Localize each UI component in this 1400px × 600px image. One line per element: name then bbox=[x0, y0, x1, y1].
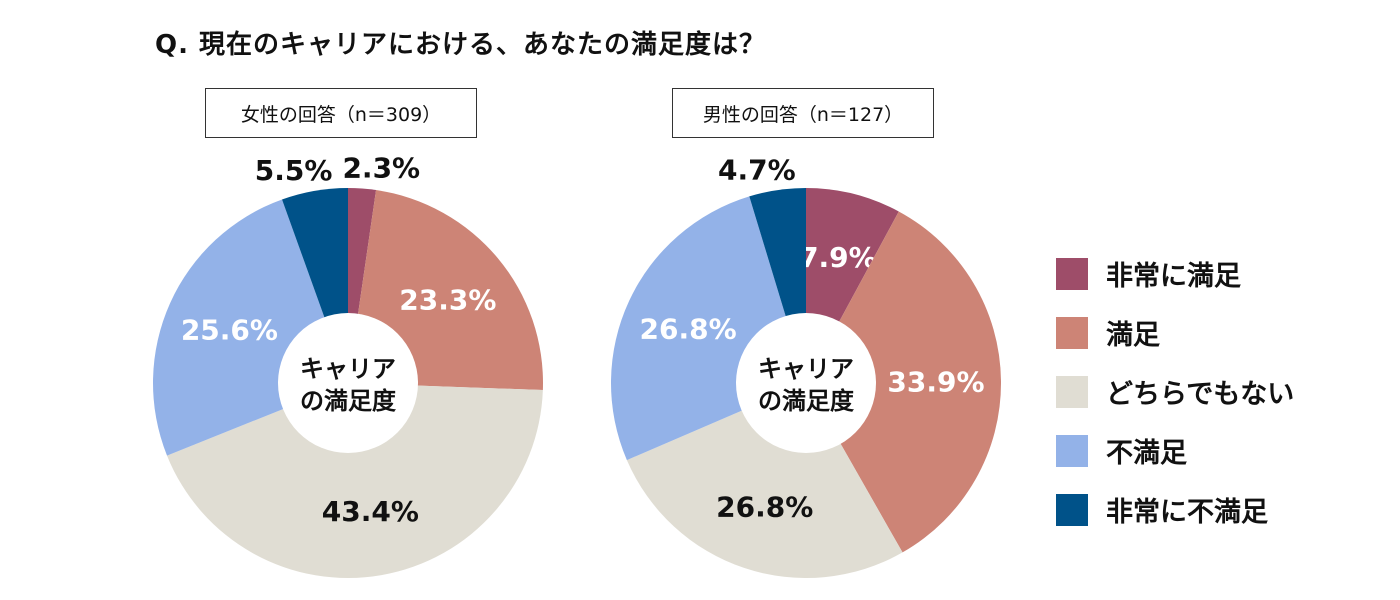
legend-item: 非常に満足 bbox=[1056, 244, 1294, 303]
donut-slice bbox=[167, 383, 543, 578]
legend-item: 不満足 bbox=[1056, 421, 1294, 480]
data-label: 26.8% bbox=[716, 490, 813, 523]
center-label: の満足度 bbox=[758, 387, 855, 415]
data-label: 7.9% bbox=[799, 241, 877, 274]
center-label: キャリア bbox=[758, 355, 854, 383]
legend-item: 非常に不満足 bbox=[1056, 480, 1294, 539]
data-label: 23.3% bbox=[399, 284, 496, 317]
center-label: の満足度 bbox=[300, 387, 397, 415]
data-label: 5.5% bbox=[255, 154, 333, 187]
legend-swatch bbox=[1056, 434, 1088, 467]
legend-item: 満足 bbox=[1056, 303, 1294, 362]
legend: 非常に満足 満足 どちらでもない 不満足 非常に不満足 bbox=[1056, 244, 1294, 539]
legend-swatch bbox=[1056, 493, 1088, 526]
data-label: 25.6% bbox=[181, 314, 278, 347]
legend-swatch bbox=[1056, 375, 1088, 408]
data-label: 26.8% bbox=[640, 312, 737, 345]
legend-label: 満足 bbox=[1106, 320, 1160, 351]
donut-hole bbox=[736, 313, 876, 453]
legend-label: 不満足 bbox=[1106, 438, 1187, 469]
donut-slice bbox=[806, 211, 1001, 553]
men-chart-title: 男性の回答（n＝127） bbox=[672, 88, 934, 138]
legend-swatch bbox=[1056, 316, 1088, 349]
data-label: 43.4% bbox=[322, 495, 419, 528]
legend-label: 非常に満足 bbox=[1106, 261, 1241, 292]
legend-label: 非常に不満足 bbox=[1106, 497, 1268, 528]
legend-label: どちらでもない bbox=[1106, 379, 1295, 410]
data-label: 33.9% bbox=[887, 366, 984, 399]
donut-hole bbox=[278, 313, 418, 453]
legend-swatch bbox=[1056, 257, 1088, 290]
women-chart-title: 女性の回答（n＝309） bbox=[205, 88, 477, 138]
data-label: 4.7% bbox=[718, 153, 796, 186]
chart-title: Q. 現在のキャリアにおける、あなたの満足度は？ bbox=[155, 30, 767, 60]
center-label: キャリア bbox=[300, 355, 396, 383]
legend-item: どちらでもない bbox=[1056, 362, 1294, 421]
data-label: 2.3% bbox=[342, 152, 420, 185]
